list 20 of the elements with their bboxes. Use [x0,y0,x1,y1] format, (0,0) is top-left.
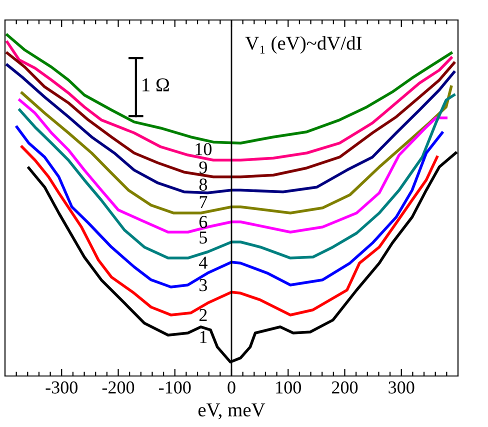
series-label: 4 [199,256,208,269]
x-tick-label: -200 [102,381,134,394]
series-label: 9 [199,161,207,174]
series-label: 5 [200,232,207,244]
series-label: 2 [199,309,207,321]
x-tick-label: -100 [159,381,191,394]
series-label: 6 [199,216,208,228]
series-label: 8 [199,178,208,191]
x-tick-label: 100 [276,381,301,394]
annotation: 1 Ω [142,78,169,92]
series-label: 7 [200,196,208,208]
x-tick-label: 0 [228,381,236,394]
x-tick-label: 200 [332,381,358,394]
series-label: 10 [196,143,212,156]
x-tick-label: 300 [388,381,414,394]
x-axis-title: eV, meV [198,404,266,420]
series-label: 3 [200,279,207,292]
x-tick-label: -300 [46,381,78,394]
series-label: 1 [200,331,207,343]
annotation: V₁ (eV)~dV/dI [245,36,362,54]
